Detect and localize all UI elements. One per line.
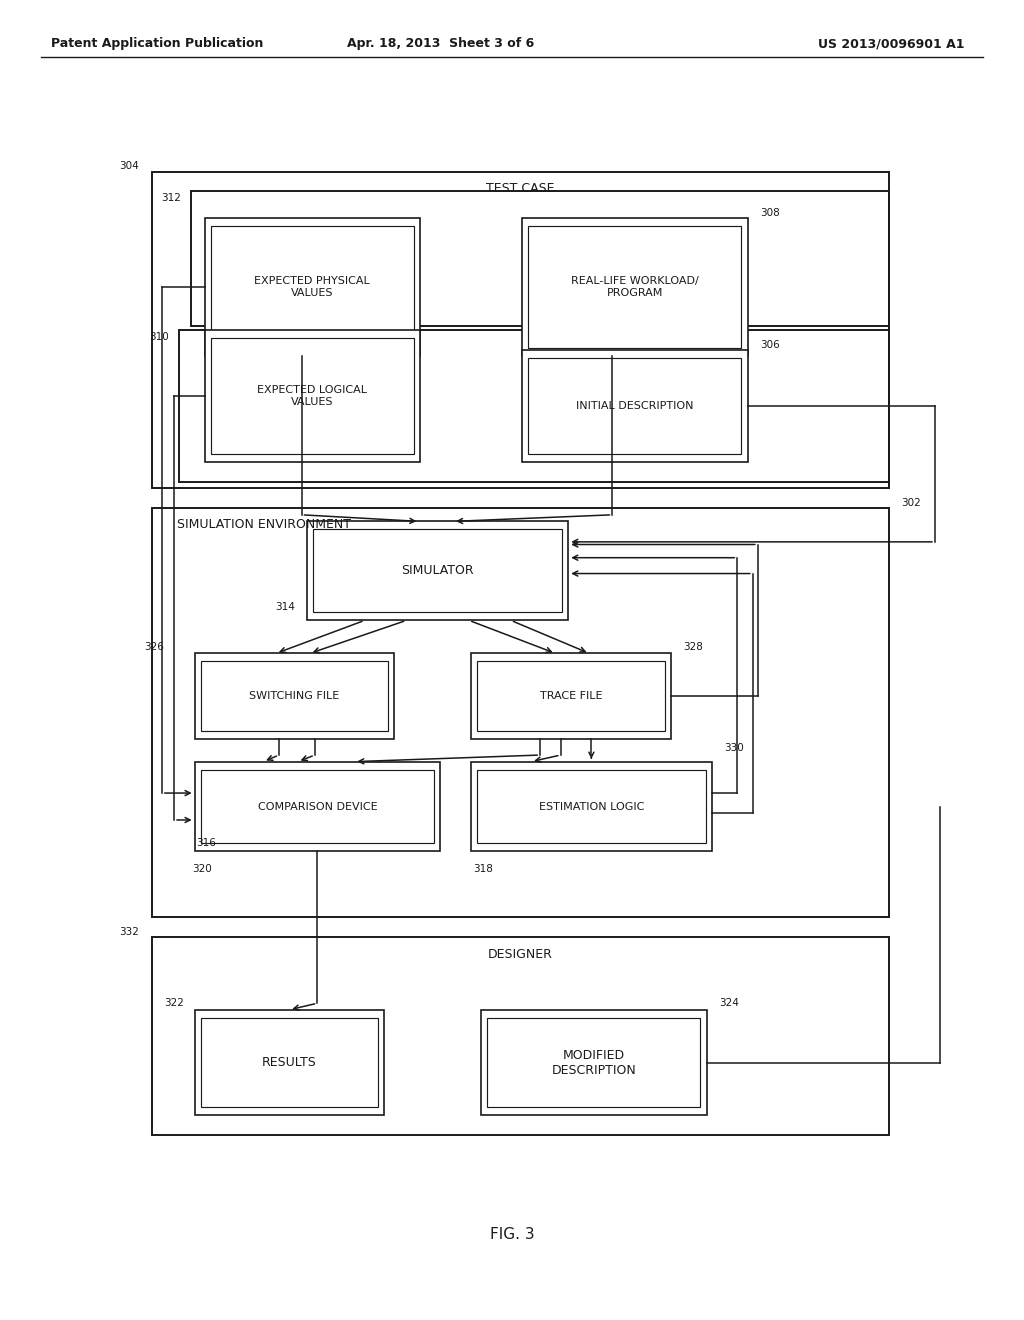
Bar xyxy=(179,330,889,482)
Bar xyxy=(471,762,712,851)
Text: COMPARISON DEVICE: COMPARISON DEVICE xyxy=(258,801,377,812)
Bar xyxy=(201,770,434,843)
Text: RESULTS: RESULTS xyxy=(262,1056,316,1069)
Text: 330: 330 xyxy=(724,743,743,754)
Bar xyxy=(201,1018,378,1107)
Text: INITIAL DESCRIPTION: INITIAL DESCRIPTION xyxy=(577,401,693,411)
Text: ESTIMATION LOGIC: ESTIMATION LOGIC xyxy=(539,801,644,812)
Bar xyxy=(471,653,671,739)
Text: MODIFIED
DESCRIPTION: MODIFIED DESCRIPTION xyxy=(552,1048,636,1077)
Bar xyxy=(152,508,889,917)
Text: TRACE FILE: TRACE FILE xyxy=(540,692,602,701)
Bar xyxy=(195,653,394,739)
Text: 322: 322 xyxy=(165,998,184,1008)
Text: 304: 304 xyxy=(120,161,139,172)
Bar xyxy=(487,1018,700,1107)
Bar xyxy=(205,218,420,356)
Text: Apr. 18, 2013  Sheet 3 of 6: Apr. 18, 2013 Sheet 3 of 6 xyxy=(347,37,534,50)
Bar xyxy=(152,172,889,488)
Bar xyxy=(313,529,562,612)
Bar xyxy=(152,937,889,1135)
Text: SIMULATION ENVIRONMENT: SIMULATION ENVIRONMENT xyxy=(177,517,351,531)
Text: TEST CASE: TEST CASE xyxy=(486,182,554,195)
Text: REAL-LIFE WORKLOAD/
PROGRAM: REAL-LIFE WORKLOAD/ PROGRAM xyxy=(571,276,698,298)
Text: 302: 302 xyxy=(901,498,921,508)
Bar xyxy=(528,358,741,454)
Text: 306: 306 xyxy=(760,339,779,350)
Text: DESIGNER: DESIGNER xyxy=(487,948,553,961)
Text: SWITCHING FILE: SWITCHING FILE xyxy=(249,692,340,701)
Bar xyxy=(201,661,388,731)
Text: 332: 332 xyxy=(120,927,139,937)
Bar xyxy=(522,350,748,462)
Bar xyxy=(528,226,741,348)
Text: US 2013/0096901 A1: US 2013/0096901 A1 xyxy=(817,37,965,50)
Bar xyxy=(481,1010,707,1115)
Bar xyxy=(307,521,568,620)
Text: 328: 328 xyxy=(683,642,702,652)
Text: 326: 326 xyxy=(144,642,164,652)
Text: SIMULATOR: SIMULATOR xyxy=(401,565,474,577)
Bar xyxy=(477,770,706,843)
Text: 318: 318 xyxy=(473,863,493,874)
Text: 320: 320 xyxy=(193,863,212,874)
Text: 316: 316 xyxy=(197,838,216,849)
Bar xyxy=(191,191,889,326)
Text: 310: 310 xyxy=(150,331,169,342)
Text: EXPECTED PHYSICAL
VALUES: EXPECTED PHYSICAL VALUES xyxy=(254,276,371,298)
Bar xyxy=(211,338,414,454)
Bar xyxy=(211,226,414,348)
Bar xyxy=(205,330,420,462)
Text: 324: 324 xyxy=(719,998,738,1008)
Bar xyxy=(195,1010,384,1115)
Text: Patent Application Publication: Patent Application Publication xyxy=(51,37,263,50)
Text: 308: 308 xyxy=(760,207,779,218)
Text: 314: 314 xyxy=(275,602,295,612)
Bar xyxy=(522,218,748,356)
Text: FIG. 3: FIG. 3 xyxy=(489,1226,535,1242)
Bar xyxy=(477,661,665,731)
Text: 312: 312 xyxy=(162,193,181,203)
Bar xyxy=(195,762,440,851)
Text: EXPECTED LOGICAL
VALUES: EXPECTED LOGICAL VALUES xyxy=(257,385,368,407)
